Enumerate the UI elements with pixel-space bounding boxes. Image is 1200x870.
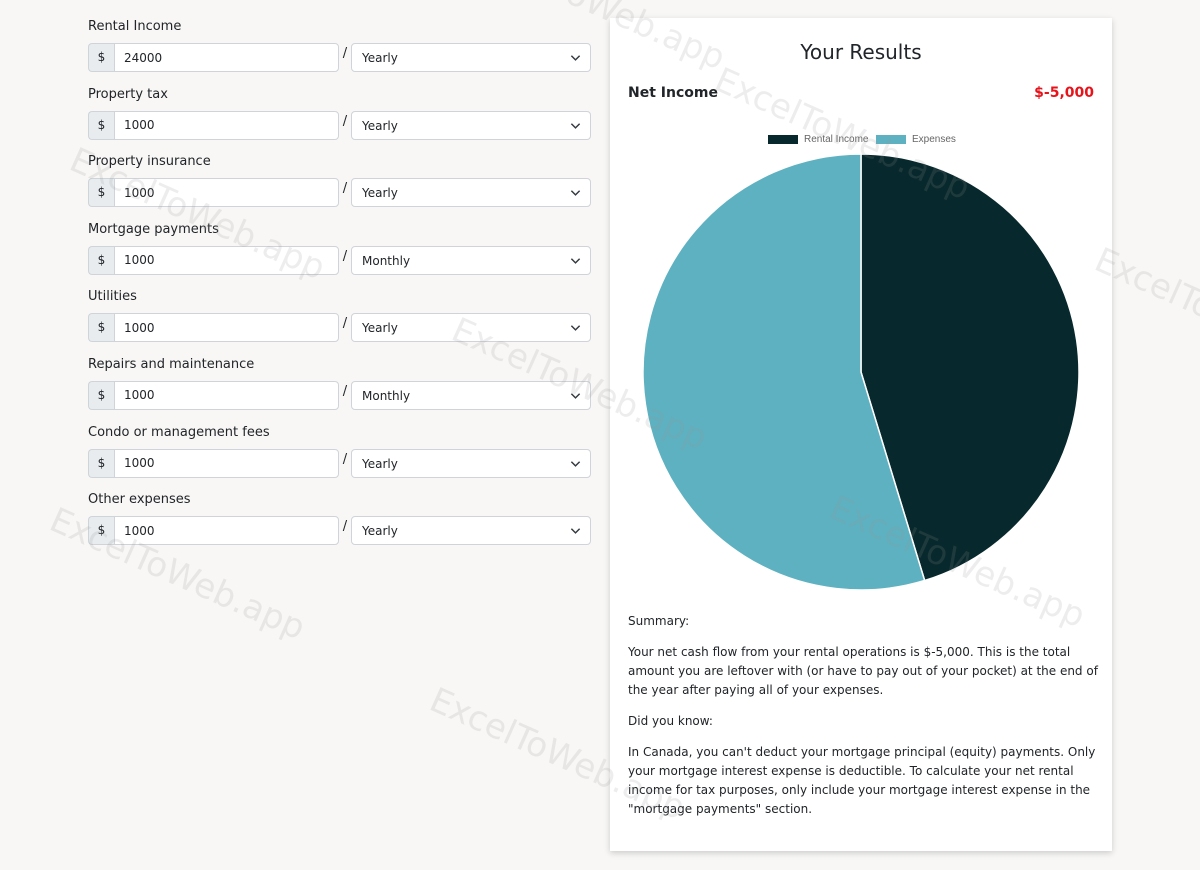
field-label: Property insurance	[88, 154, 211, 170]
period-separator: /	[342, 181, 348, 197]
utilities-input[interactable]	[114, 313, 339, 343]
period-separator: /	[342, 519, 348, 535]
condo-management-fees-input[interactable]	[114, 448, 339, 478]
net-income-value: $-5,000	[1034, 85, 1094, 101]
mortgage-payments-input[interactable]	[114, 245, 339, 275]
condo-management-fees-period-select[interactable]: Yearly	[351, 448, 591, 478]
selected-period: Yearly	[362, 321, 398, 336]
field-other-expenses: Other expenses $ / Yearly	[88, 491, 591, 559]
field-repairs-maintenance: Repairs and maintenance $ / Monthly	[88, 356, 591, 424]
chevron-down-icon	[570, 55, 581, 61]
legend-item-expenses[interactable]: Expenses	[876, 133, 956, 145]
field-property-tax: Property tax $ / Yearly	[88, 86, 591, 154]
property-insurance-input[interactable]	[114, 178, 339, 208]
summary-text: Your net cash flow from your rental oper…	[628, 645, 1098, 697]
legend-swatch	[876, 134, 906, 144]
currency-prefix: $	[88, 43, 114, 72]
selected-period: Yearly	[362, 186, 398, 201]
chevron-down-icon	[570, 122, 581, 129]
currency-prefix: $	[88, 110, 114, 140]
selected-period: Yearly	[362, 524, 398, 539]
chevron-down-icon	[570, 257, 581, 264]
field-label: Mortgage payments	[88, 221, 219, 237]
field-condo-management-fees: Condo or management fees $ / Yearly	[88, 424, 591, 492]
mortgage-payments-period-select[interactable]: Monthly	[351, 245, 591, 275]
chevron-down-icon	[570, 190, 581, 197]
net-income-label: Net Income	[628, 85, 718, 101]
results-title: Your Results	[800, 40, 922, 64]
summary-heading: Summary:	[628, 614, 690, 628]
field-label: Other expenses	[88, 492, 191, 508]
utilities-period-select[interactable]: Yearly	[351, 313, 591, 343]
field-property-insurance: Property insurance $ / Yearly	[88, 153, 591, 221]
results-card: Your Results Net Income $-5,000 Rental I…	[610, 18, 1112, 851]
pie-chart	[642, 153, 1080, 591]
currency-prefix: $	[88, 516, 114, 546]
period-separator: /	[342, 248, 348, 264]
field-label: Utilities	[88, 289, 137, 305]
field-label: Property tax	[88, 86, 168, 102]
currency-prefix: $	[88, 178, 114, 208]
selected-period: Yearly	[362, 51, 398, 65]
chevron-down-icon	[570, 528, 581, 535]
field-mortgage-payments: Mortgage payments $ / Monthly	[88, 221, 591, 289]
pie-slice-rental-income[interactable]	[860, 153, 1080, 582]
chevron-down-icon	[570, 460, 581, 467]
period-separator: /	[342, 316, 348, 332]
period-separator: /	[342, 46, 348, 61]
currency-prefix: $	[88, 380, 114, 410]
repairs-maintenance-input[interactable]	[114, 380, 339, 410]
field-label: Rental Income	[88, 19, 182, 34]
legend-swatch	[768, 134, 798, 144]
legend-label: Expenses	[912, 133, 956, 145]
summary-section: Summary: Your net cash flow from your re…	[628, 612, 1098, 831]
selected-period: Yearly	[362, 456, 398, 471]
property-insurance-period-select[interactable]: Yearly	[351, 178, 591, 208]
currency-prefix: $	[88, 245, 114, 275]
selected-period: Monthly	[362, 388, 411, 403]
selected-period: Monthly	[362, 253, 411, 268]
field-utilities: Utilities $ / Yearly	[88, 288, 591, 356]
property-tax-period-select[interactable]: Yearly	[351, 110, 591, 140]
calculator-form: Rental Income $ / Yearly Property tax $ …	[88, 18, 591, 559]
repairs-maintenance-period-select[interactable]: Monthly	[351, 380, 591, 410]
chevron-down-icon	[570, 393, 581, 399]
field-rental-income: Rental Income $ / Yearly	[88, 18, 591, 86]
rental-income-period-select[interactable]: Yearly	[351, 43, 591, 72]
did-you-know-heading: Did you know:	[628, 714, 713, 728]
period-separator: /	[342, 113, 348, 129]
property-tax-input[interactable]	[114, 110, 339, 140]
field-label: Condo or management fees	[88, 424, 270, 440]
selected-period: Yearly	[362, 118, 398, 133]
legend-item-rental-income[interactable]: Rental Income	[768, 133, 868, 145]
period-separator: /	[342, 451, 348, 467]
other-expenses-period-select[interactable]: Yearly	[351, 516, 591, 546]
field-label: Repairs and maintenance	[88, 356, 255, 372]
pie-slice-expenses[interactable]	[642, 153, 926, 591]
rental-income-input[interactable]	[114, 43, 339, 72]
chevron-down-icon	[570, 325, 581, 332]
other-expenses-input[interactable]	[114, 516, 339, 546]
period-separator: /	[342, 383, 348, 399]
legend-label: Rental Income	[804, 133, 869, 145]
currency-prefix: $	[88, 448, 114, 478]
currency-prefix: $	[88, 313, 114, 343]
did-you-know-text: In Canada, you can't deduct your mortgag…	[628, 745, 1096, 816]
